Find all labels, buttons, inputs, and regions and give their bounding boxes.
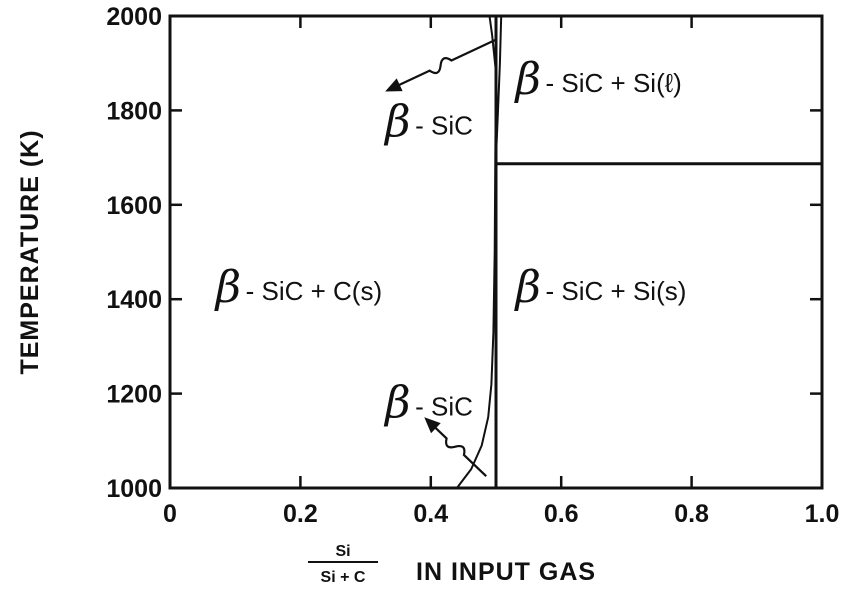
y-tick-label: 1400 <box>106 286 162 314</box>
annotation-arrow-head <box>385 78 403 92</box>
annotation-arrow-head <box>424 417 441 434</box>
y-tick-label: 2000 <box>106 3 162 31</box>
beta-symbol: β <box>383 97 410 148</box>
region-label-text: - SiC + Si(ℓ) <box>546 68 682 98</box>
phase-boundary-left-upper <box>488 15 497 73</box>
x-axis-title: Si Si + C IN INPUT GAS <box>308 543 596 586</box>
y-axis-title: TEMPERATURE (K) <box>16 129 44 374</box>
region-label: β- SiC + C(s) <box>214 262 383 313</box>
y-tick-label: 1600 <box>106 192 162 220</box>
x-axis-title-numerator: Si <box>335 543 350 560</box>
beta-symbol: β <box>514 54 541 105</box>
region-label-text: - SiC <box>415 391 473 421</box>
beta-symbol: β <box>383 377 410 428</box>
region-label: β- SiC + Si(ℓ) <box>514 54 682 105</box>
tick-labels: 0 0.2 0.4 0.6 0.8 1.0 1000 1200 1400 1600 1800 2000 <box>106 3 839 528</box>
x-axis-title-denominator: Si + C <box>321 569 366 586</box>
phase-boundaries <box>456 15 822 489</box>
region-label-text: - SiC + Si(s) <box>546 276 687 306</box>
plot-frame <box>168 14 824 490</box>
x-tick-label: 0.8 <box>674 500 709 528</box>
y-tick-label: 1200 <box>106 381 162 409</box>
x-tick-label: 0.4 <box>413 500 448 528</box>
region-label-text: - SiC + C(s) <box>246 276 383 306</box>
annotation-arrows <box>385 38 497 477</box>
region-label: β- SiC <box>383 377 473 428</box>
region-label: β- SiC <box>383 97 473 148</box>
beta-symbol: β <box>214 262 241 313</box>
x-tick-label: 0 <box>163 500 177 528</box>
phase-boundary-left-lower <box>456 72 497 489</box>
x-tick-label: 1.0 <box>805 500 840 528</box>
beta-symbol: β <box>514 262 541 313</box>
y-tick-label: 1800 <box>106 97 162 125</box>
region-label-text: - SiC <box>415 111 473 141</box>
x-axis-title-suffix: IN INPUT GAS <box>416 558 596 586</box>
y-tick-label: 1000 <box>106 475 162 503</box>
region-label: β- SiC + Si(s) <box>514 262 687 313</box>
annotation-arrow-1 <box>393 38 497 89</box>
x-tick-label: 0.6 <box>544 500 579 528</box>
phase-boundary-right-upper <box>495 15 503 158</box>
x-tick-label: 0.2 <box>283 500 318 528</box>
annotation-arrow-2 <box>430 423 487 477</box>
region-labels: β- SiC + C(s) β - SiC + Si(s)β - SiC + Si(ℓ… <box>214 54 687 428</box>
